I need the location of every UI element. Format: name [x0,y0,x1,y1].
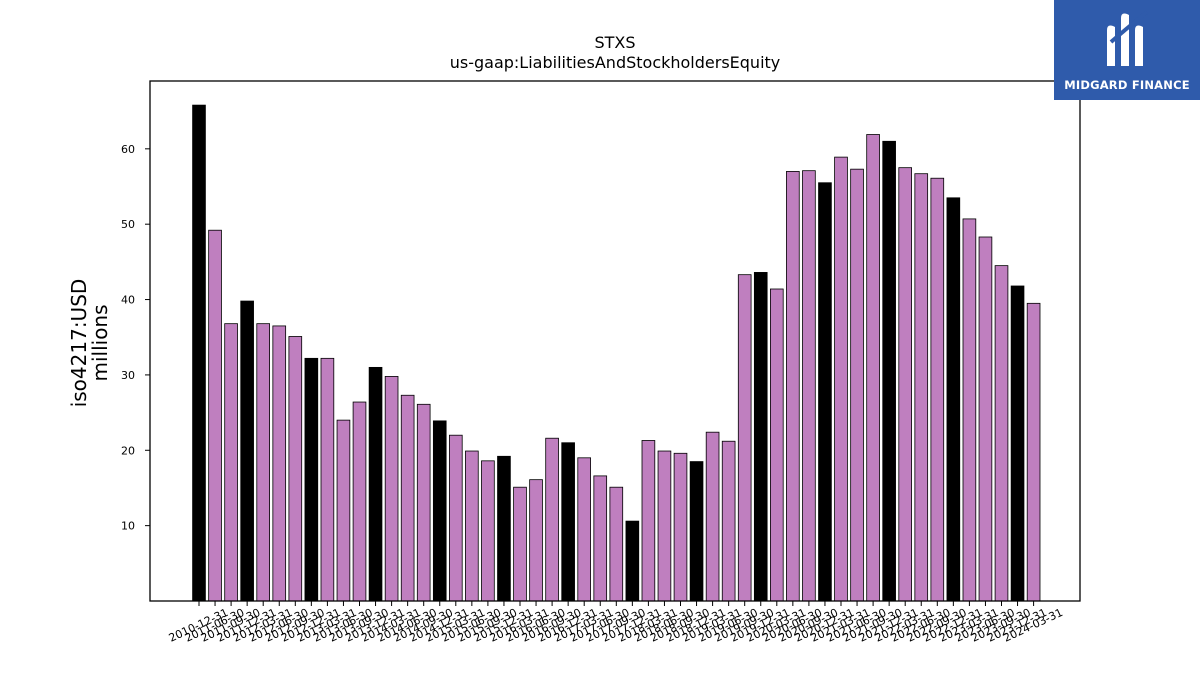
bar-2020-06-30 [802,170,816,602]
bars-group [192,104,1041,602]
chart-title: STXS [594,33,635,52]
y-tick-label: 50 [121,218,135,231]
bar-2019-03-31 [721,440,736,602]
bar-2013-03-31 [336,419,351,602]
bar-2014-12-31 [448,434,463,602]
bar-2013-09-30 [368,366,383,602]
bar-2018-12-31 [705,431,720,602]
x-axis-ticks: 2010-12-312011-06-302011-09-302011-12-31… [167,601,1065,645]
bar-2019-12-31 [770,288,784,602]
bar-2022-03-31 [914,173,929,602]
chart-subtitle: us-gaap:LiabilitiesAndStockholdersEquity [450,53,781,72]
y-tick-label: 10 [121,520,135,533]
y-tick-label: 60 [121,143,135,156]
bar-2017-06-30 [609,486,624,602]
bar-2015-03-31 [465,450,479,602]
bar-2012-12-31 [320,357,335,602]
bar-2021-12-31 [898,167,912,602]
bar-2020-12-31 [834,156,848,602]
y-tick-label: 20 [121,444,135,457]
bar-2019-09-30 [753,272,768,602]
bar-2018-06-30 [673,452,688,602]
bar-2011-03-31 [208,229,222,602]
y-axis-ticks: 10 20 30 40 50 60 [121,143,150,533]
bar-2016-09-30 [561,442,575,602]
bar-2017-12-31 [641,440,656,602]
bar-2011-09-30 [240,300,254,602]
y-tick-label: 30 [121,369,135,382]
brand-logo: MIDGARD FINANCE [1054,0,1200,100]
bar-2012-09-30 [304,357,319,602]
bar-2018-03-31 [657,450,672,602]
bar-2015-12-31 [513,486,527,602]
bar-2022-06-30 [930,177,945,602]
bar-2023-06-30 [994,265,1009,602]
bar-2012-06-30 [288,336,303,602]
y-tick-label: 40 [121,294,135,307]
bar-2016-06-30 [545,437,559,602]
bar-2022-12-31 [962,218,977,602]
bar-2014-06-30 [416,403,431,602]
bar-2016-03-31 [529,479,543,602]
y-axis-label: iso4217:USD millions [67,279,112,408]
bar-2017-03-31 [593,475,608,602]
bar-2023-12-31 [1026,302,1041,602]
bar-2011-12-31 [256,323,270,602]
y-axis-label-units: millions [88,304,112,381]
plot-frame [149,80,1081,602]
bar-2020-09-30 [818,182,832,602]
bar-2021-09-30 [882,140,896,602]
bar-2011-06-30 [224,323,238,602]
midgard-m-logo-icon [1101,8,1153,74]
brand-logo-text: MIDGARD FINANCE [1064,78,1190,92]
bar-2019-06-30 [737,274,752,602]
bar-2012-03-31 [272,325,287,602]
bar-2015-06-30 [481,460,495,602]
bar-2015-09-30 [497,455,511,602]
bar-2014-09-30 [432,420,447,602]
bar-2018-09-30 [689,461,704,602]
bar-2020-03-31 [786,171,800,602]
bar-2021-06-30 [866,134,880,602]
bar-2022-09-30 [946,197,961,602]
bar-2023-09-30 [1010,285,1025,602]
bar-2013-06-30 [352,401,367,602]
bar-2017-09-30 [625,520,640,602]
bar-2023-03-31 [978,236,993,602]
bar-2013-12-31 [384,376,399,602]
bar-2010-12-31 [192,104,206,602]
bar-2016-12-31 [577,457,591,602]
bar-2014-03-31 [400,394,415,602]
y-axis-label-main: iso4217:USD [67,279,91,408]
bar-2021-03-31 [850,168,864,602]
